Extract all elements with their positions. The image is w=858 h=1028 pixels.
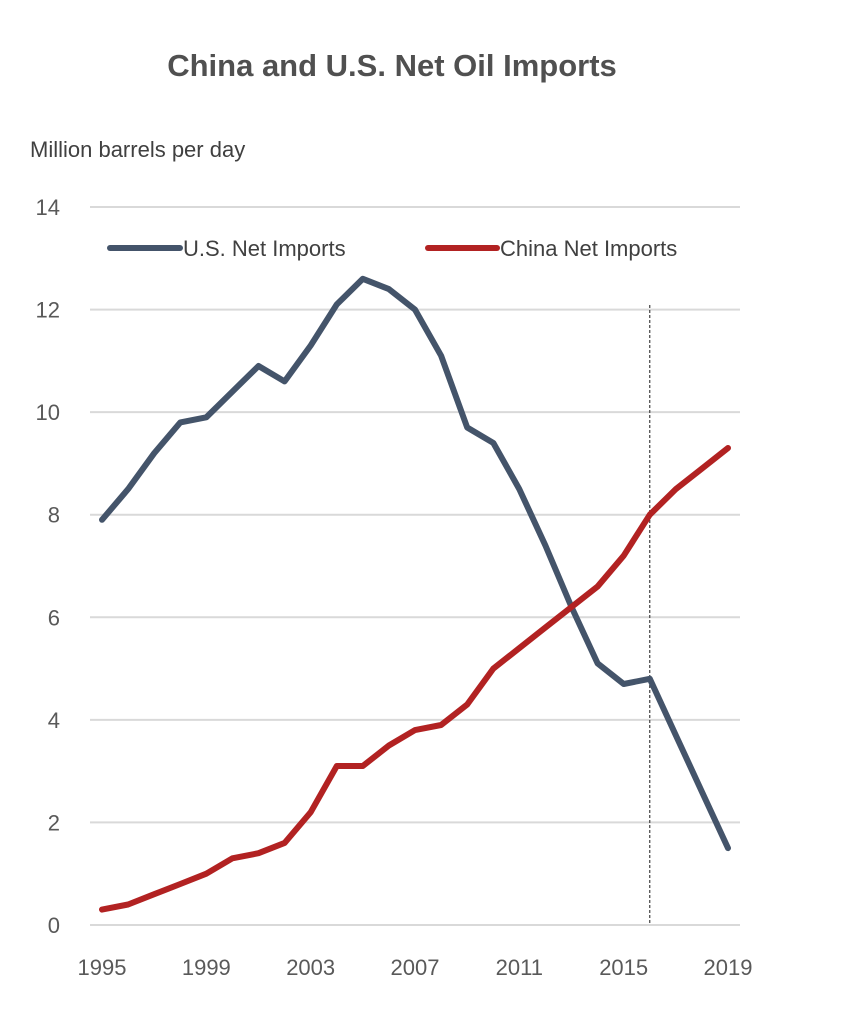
x-axis-ticks: 1995 1999 2003 2007 2011 2015 2019 [78, 955, 753, 980]
legend-label-u-s-net-imports: U.S. Net Imports [183, 236, 346, 261]
y-axis-unit-label: Million barrels per day [30, 137, 246, 162]
y-tick-label-4: 4 [48, 708, 60, 733]
y-tick-label-6: 6 [48, 605, 60, 630]
y-tick-label-0: 0 [48, 913, 60, 938]
x-tick-label-2003: 2003 [286, 955, 335, 980]
x-tick-label-1995: 1995 [78, 955, 127, 980]
y-tick-label-14: 14 [36, 195, 60, 220]
y-tick-label-10: 10 [36, 400, 60, 425]
x-tick-label-2019: 2019 [704, 955, 753, 980]
y-axis-ticks: 0 2 4 6 8 10 12 14 [36, 195, 60, 938]
x-tick-label-2007: 2007 [391, 955, 440, 980]
chart-title: China and U.S. Net Oil Imports [167, 48, 617, 83]
series-group [99, 275, 731, 913]
x-tick-label-2011: 2011 [496, 955, 543, 980]
legend: U.S. Net Imports China Net Imports [107, 236, 677, 261]
x-tick-label-1999: 1999 [182, 955, 231, 980]
y-tick-label-2: 2 [48, 810, 60, 835]
series-line-u-s-net-imports [99, 275, 731, 852]
y-tick-label-12: 12 [36, 298, 60, 323]
series-line-china-net-imports [99, 445, 731, 913]
legend-label-china-net-imports: China Net Imports [500, 236, 677, 261]
y-tick-label-8: 8 [48, 503, 60, 528]
x-tick-label-2015: 2015 [599, 955, 648, 980]
